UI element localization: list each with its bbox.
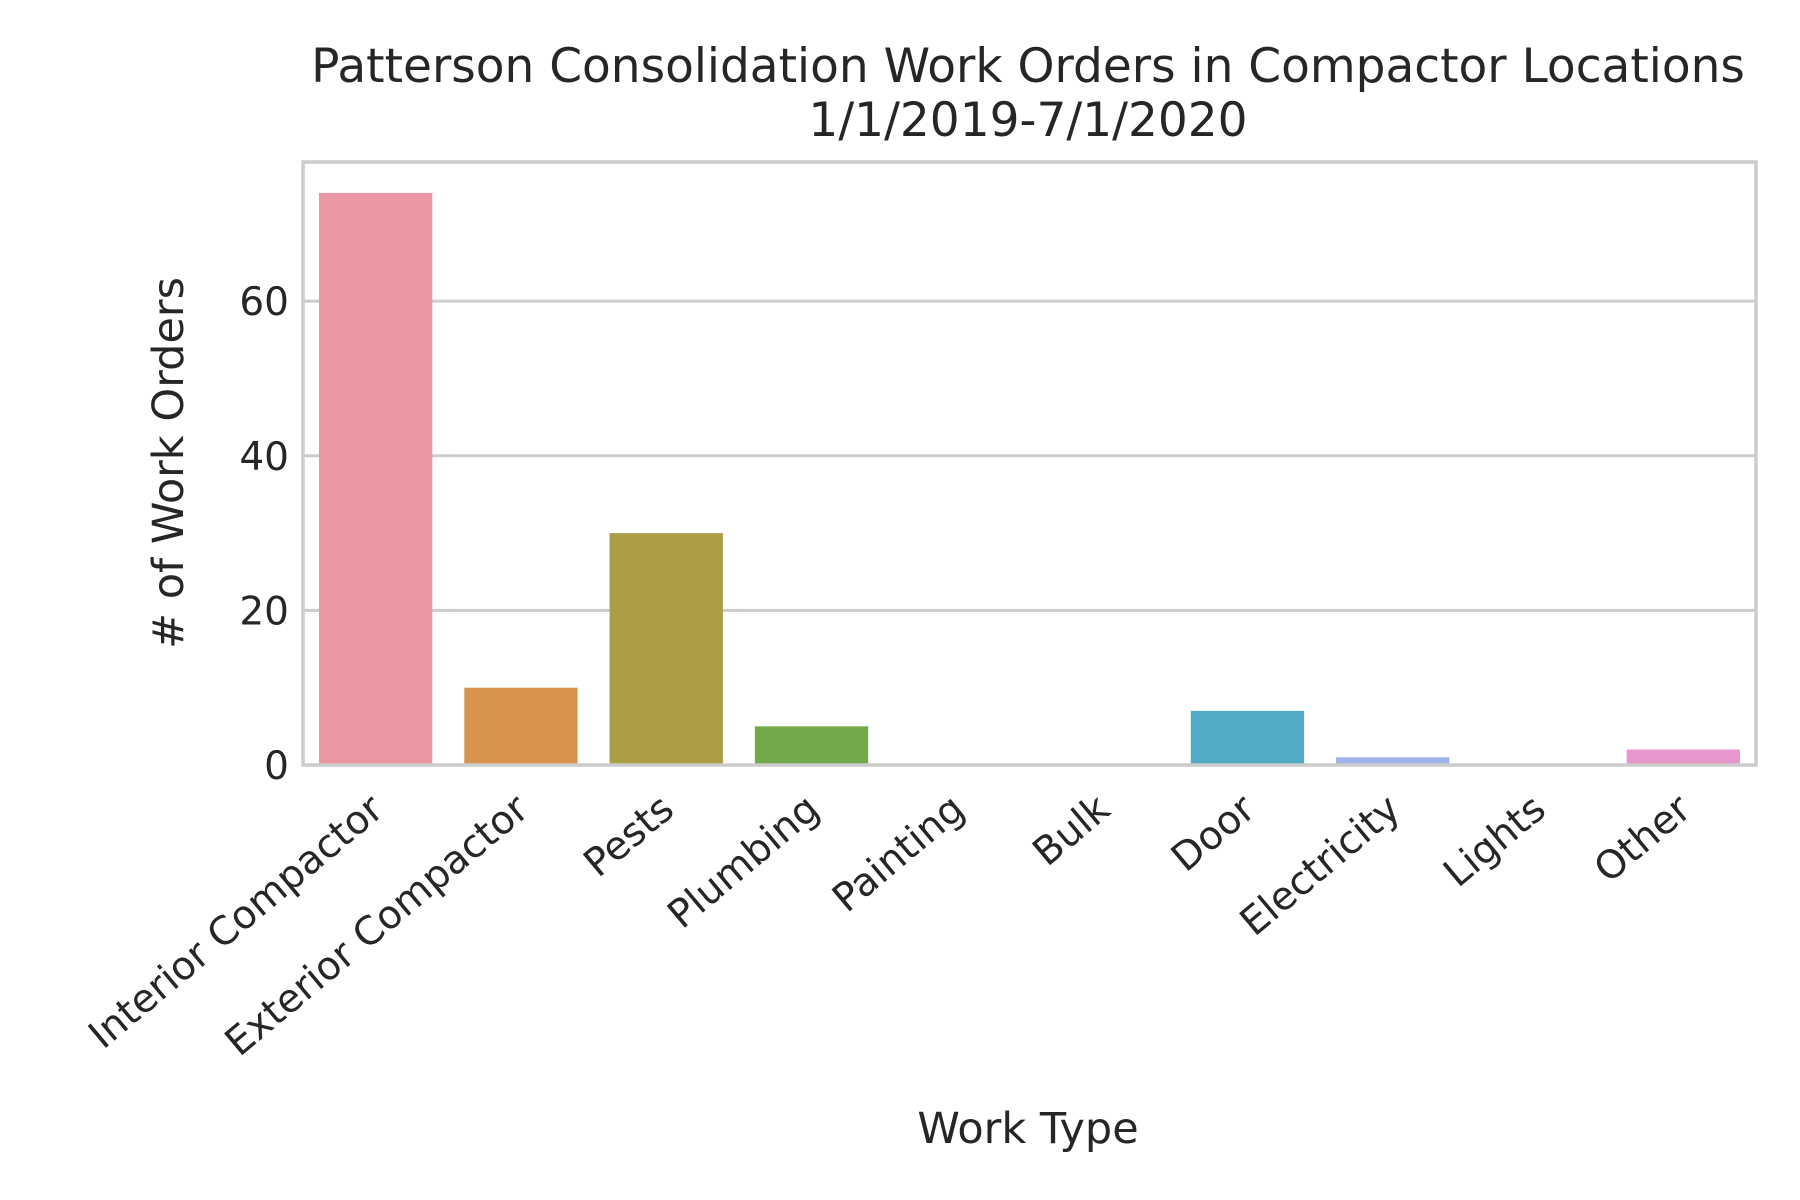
x-tick-label: Door [1163, 786, 1265, 881]
x-axis-label: Work Type [917, 1104, 1138, 1154]
bar-electricity [1336, 757, 1450, 765]
x-tick-label: Painting [824, 786, 973, 921]
gridlines [303, 299, 1756, 612]
x-tick-label: Lights [1435, 786, 1554, 896]
x-tick-label: Other [1586, 786, 1700, 892]
y-tick-label: 60 [239, 280, 289, 325]
bar-door [1190, 710, 1305, 765]
plot-area-frame [301, 160, 1758, 767]
bar-other [1626, 749, 1741, 765]
chart-title: Patterson Consolidation Work Orders in C… [311, 39, 1745, 94]
y-axis-ticks: 0 20 40 60 [239, 280, 289, 789]
x-tick-label: Pests [576, 786, 683, 886]
chart-subtitle: 1/1/2019-7/1/2020 [808, 93, 1247, 148]
x-tick-label: Plumbing [660, 786, 828, 938]
y-tick-label: 40 [239, 435, 289, 480]
bar-pests [609, 533, 723, 765]
y-axis-label: # of Work Orders [144, 277, 194, 649]
bars [318, 192, 1741, 765]
bar-exterior-compactor [464, 687, 578, 765]
y-tick-label: 20 [239, 589, 289, 634]
bar-plumbing [754, 726, 869, 765]
x-tick-label: Bulk [1025, 786, 1119, 875]
bar-interior-compactor [318, 192, 433, 765]
y-tick-label: 0 [264, 744, 289, 789]
x-tick-label: Electricity [1232, 786, 1409, 945]
